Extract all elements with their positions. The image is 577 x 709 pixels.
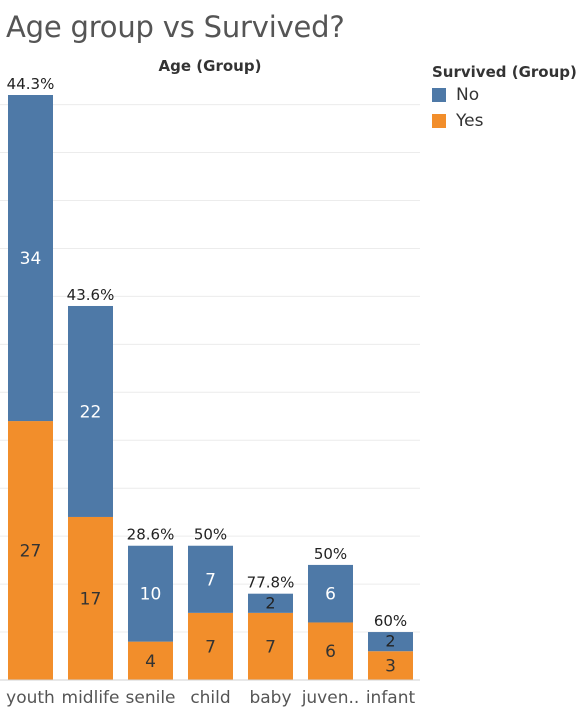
category-label-senile: senile: [126, 688, 176, 708]
percent-label-infant: 60%: [374, 612, 407, 630]
data-label-no-juven..: 6: [325, 585, 336, 605]
category-label-baby: baby: [249, 688, 291, 708]
data-label-yes-senile: 4: [145, 652, 156, 672]
percent-label-child: 50%: [194, 526, 227, 544]
category-label-juven..: juven..: [301, 688, 360, 708]
data-label-no-midlife: 22: [80, 402, 102, 422]
data-label-yes-child: 7: [205, 637, 216, 657]
data-label-yes-youth: 27: [20, 542, 42, 562]
category-label-youth: youth: [6, 688, 55, 708]
percent-label-youth: 44.3%: [7, 75, 55, 93]
category-label-midlife: midlife: [62, 688, 120, 708]
percent-label-baby: 77.8%: [247, 574, 295, 592]
percent-label-senile: 28.6%: [127, 526, 175, 544]
data-label-no-youth: 34: [20, 249, 42, 269]
percent-label-midlife: 43.6%: [67, 286, 115, 304]
percent-label-juven..: 50%: [314, 545, 347, 563]
data-label-yes-juven..: 6: [325, 642, 336, 662]
data-label-no-baby: 2: [265, 593, 275, 612]
category-label-child: child: [190, 688, 230, 708]
data-label-yes-baby: 7: [265, 637, 276, 657]
data-label-no-infant: 2: [385, 632, 395, 651]
data-label-yes-infant: 3: [385, 657, 396, 677]
data-label-no-senile: 10: [140, 585, 162, 605]
data-label-no-child: 7: [205, 570, 216, 590]
category-label-infant: infant: [366, 688, 416, 708]
data-label-yes-midlife: 17: [80, 589, 102, 609]
